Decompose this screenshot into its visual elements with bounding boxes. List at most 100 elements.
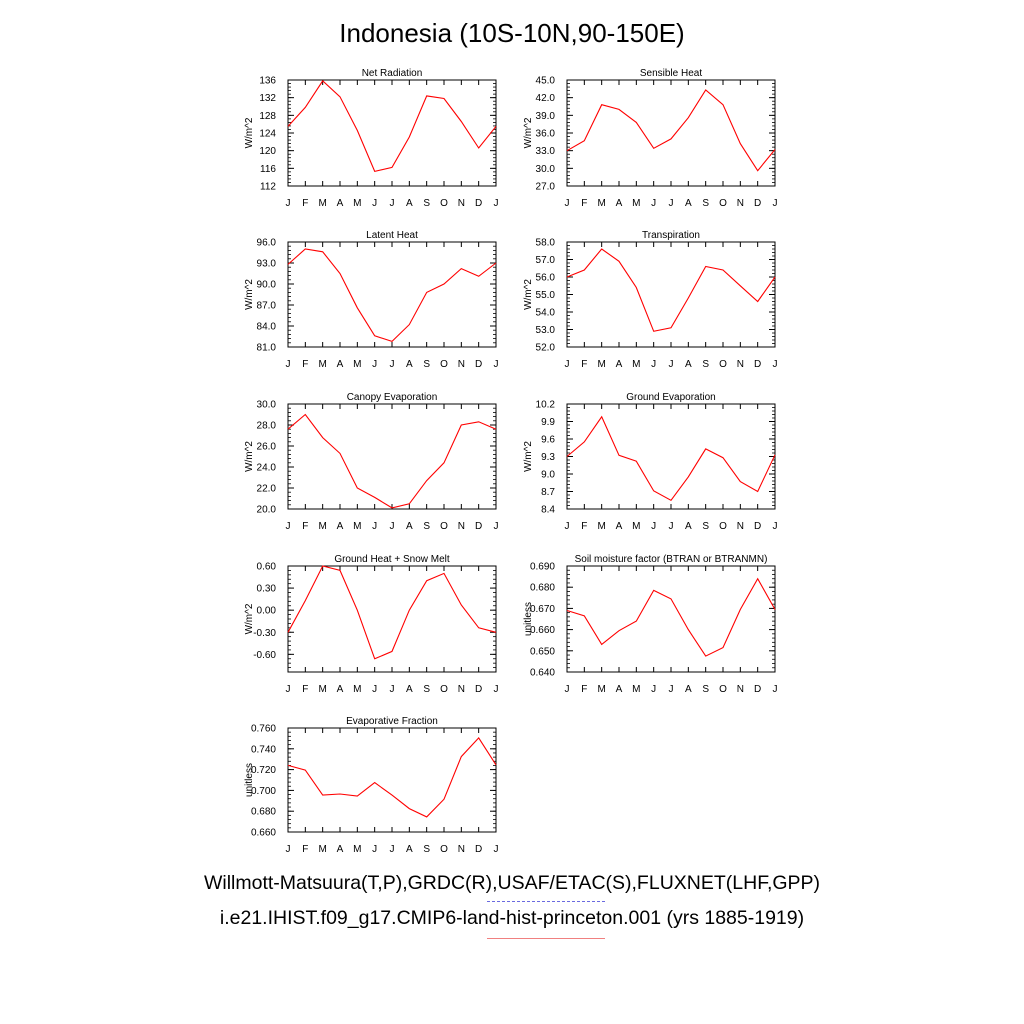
y-tick-label: 45.0 bbox=[536, 76, 556, 87]
x-tick-label: A bbox=[337, 359, 344, 370]
y-tick-label: 54.0 bbox=[536, 308, 556, 319]
x-tick-label: M bbox=[318, 684, 326, 695]
x-tick-label: D bbox=[475, 359, 482, 370]
x-tick-label: A bbox=[337, 521, 344, 532]
panel-title: Ground Evaporation bbox=[626, 392, 716, 403]
x-tick-label: J bbox=[286, 521, 291, 532]
x-tick-label: J bbox=[390, 684, 395, 695]
x-tick-label: F bbox=[581, 521, 587, 532]
x-tick-label: J bbox=[773, 359, 778, 370]
x-tick-label: N bbox=[458, 684, 465, 695]
y-tick-label: 0.60 bbox=[257, 562, 277, 573]
x-tick-label: J bbox=[286, 198, 291, 209]
y-tick-label: 0.30 bbox=[257, 584, 277, 595]
x-tick-label: S bbox=[702, 359, 709, 370]
panel-title: Sensible Heat bbox=[640, 68, 702, 79]
y-tick-label: 96.0 bbox=[257, 238, 277, 249]
y-tick-label: 22.0 bbox=[257, 484, 277, 495]
x-tick-label: A bbox=[406, 684, 413, 695]
x-tick-label: N bbox=[458, 359, 465, 370]
series-line-1 bbox=[566, 89, 776, 172]
x-tick-label: J bbox=[286, 359, 291, 370]
y-tick-label: 39.0 bbox=[536, 111, 556, 122]
plot-frame bbox=[287, 79, 497, 187]
y-axis-label: W/m^2 bbox=[244, 279, 255, 310]
x-tick-label: S bbox=[423, 844, 430, 855]
y-tick-label: 42.0 bbox=[536, 93, 556, 104]
x-tick-label: J bbox=[494, 844, 499, 855]
x-tick-label: S bbox=[702, 198, 709, 209]
y-tick-label: 26.0 bbox=[257, 442, 277, 453]
x-tick-label: J bbox=[651, 198, 656, 209]
series-line-1 bbox=[287, 80, 497, 173]
x-tick-label: J bbox=[651, 359, 656, 370]
x-tick-label: J bbox=[372, 521, 377, 532]
y-tick-label: 24.0 bbox=[257, 463, 277, 474]
x-tick-label: A bbox=[616, 198, 623, 209]
x-tick-label: J bbox=[390, 359, 395, 370]
x-tick-label: M bbox=[353, 844, 361, 855]
y-tick-label: 90.0 bbox=[257, 280, 277, 291]
y-tick-label: 124 bbox=[259, 129, 276, 140]
x-tick-label: A bbox=[685, 359, 692, 370]
x-tick-label: D bbox=[475, 198, 482, 209]
y-tick-label: 58.0 bbox=[536, 238, 556, 249]
y-tick-label: 0.760 bbox=[251, 724, 276, 735]
y-tick-label: 0.700 bbox=[251, 786, 276, 797]
y-tick-label: 52.0 bbox=[536, 343, 556, 354]
series-line-1 bbox=[566, 577, 776, 657]
panel-title: Net Radiation bbox=[362, 68, 423, 79]
chart-panel-1: Net Radiation W/m^2 112 116 120 124 128 132 136 J… bbox=[244, 68, 499, 209]
x-tick-label: M bbox=[632, 521, 640, 532]
y-tick-label: -0.30 bbox=[253, 628, 276, 639]
x-tick-label: F bbox=[302, 684, 308, 695]
y-tick-label: 93.0 bbox=[257, 259, 277, 270]
x-tick-label: J bbox=[494, 684, 499, 695]
x-tick-label: D bbox=[475, 521, 482, 532]
panel-title: Soil moisture factor (BTRAN or BTRANMN) bbox=[575, 554, 768, 565]
x-tick-label: O bbox=[719, 198, 727, 209]
x-tick-label: J bbox=[669, 359, 674, 370]
x-tick-label: A bbox=[685, 684, 692, 695]
x-tick-label: J bbox=[494, 359, 499, 370]
x-tick-label: M bbox=[353, 684, 361, 695]
y-tick-label: 9.9 bbox=[541, 417, 555, 428]
x-tick-label: M bbox=[597, 521, 605, 532]
x-tick-label: A bbox=[337, 684, 344, 695]
chart-panel-9: Evaporative Fraction unitless 0.660 0.680 0.… bbox=[244, 716, 499, 855]
panel-title: Canopy Evaporation bbox=[347, 392, 438, 403]
x-tick-label: M bbox=[597, 684, 605, 695]
y-tick-label: 112 bbox=[260, 182, 276, 193]
panel-title: Ground Heat + Snow Melt bbox=[334, 554, 450, 565]
panel-title: Transpiration bbox=[642, 230, 700, 241]
plot-frame bbox=[287, 727, 497, 833]
y-axis-label: W/m^2 bbox=[523, 279, 534, 310]
x-tick-label: S bbox=[702, 684, 709, 695]
plot-frame bbox=[566, 565, 776, 673]
x-tick-label: J bbox=[773, 521, 778, 532]
y-tick-label: 0.680 bbox=[251, 807, 276, 818]
x-tick-label: J bbox=[669, 198, 674, 209]
x-tick-label: A bbox=[616, 521, 623, 532]
x-tick-label: N bbox=[737, 198, 744, 209]
y-tick-label: 20.0 bbox=[257, 505, 277, 516]
series-line-1 bbox=[566, 415, 776, 502]
panel-title: Evaporative Fraction bbox=[346, 716, 438, 727]
x-tick-label: J bbox=[390, 198, 395, 209]
x-tick-label: D bbox=[475, 844, 482, 855]
y-tick-label: 0.650 bbox=[530, 646, 555, 657]
chart-panel-8: Soil moisture factor (BTRAN or BTRANMN) u… bbox=[523, 554, 778, 695]
x-tick-label: J bbox=[651, 521, 656, 532]
x-tick-label: J bbox=[494, 521, 499, 532]
x-tick-label: N bbox=[458, 844, 465, 855]
x-tick-label: A bbox=[406, 198, 413, 209]
x-tick-label: O bbox=[440, 684, 448, 695]
x-tick-label: M bbox=[597, 198, 605, 209]
y-tick-label: 33.0 bbox=[536, 146, 556, 157]
x-tick-label: S bbox=[702, 521, 709, 532]
x-tick-label: D bbox=[754, 521, 761, 532]
x-tick-label: M bbox=[318, 198, 326, 209]
y-tick-label: -0.60 bbox=[253, 650, 276, 661]
chart-panel-3: Latent Heat W/m^2 81.0 84.0 87.0 90.0 93.0 96.0… bbox=[244, 230, 499, 370]
